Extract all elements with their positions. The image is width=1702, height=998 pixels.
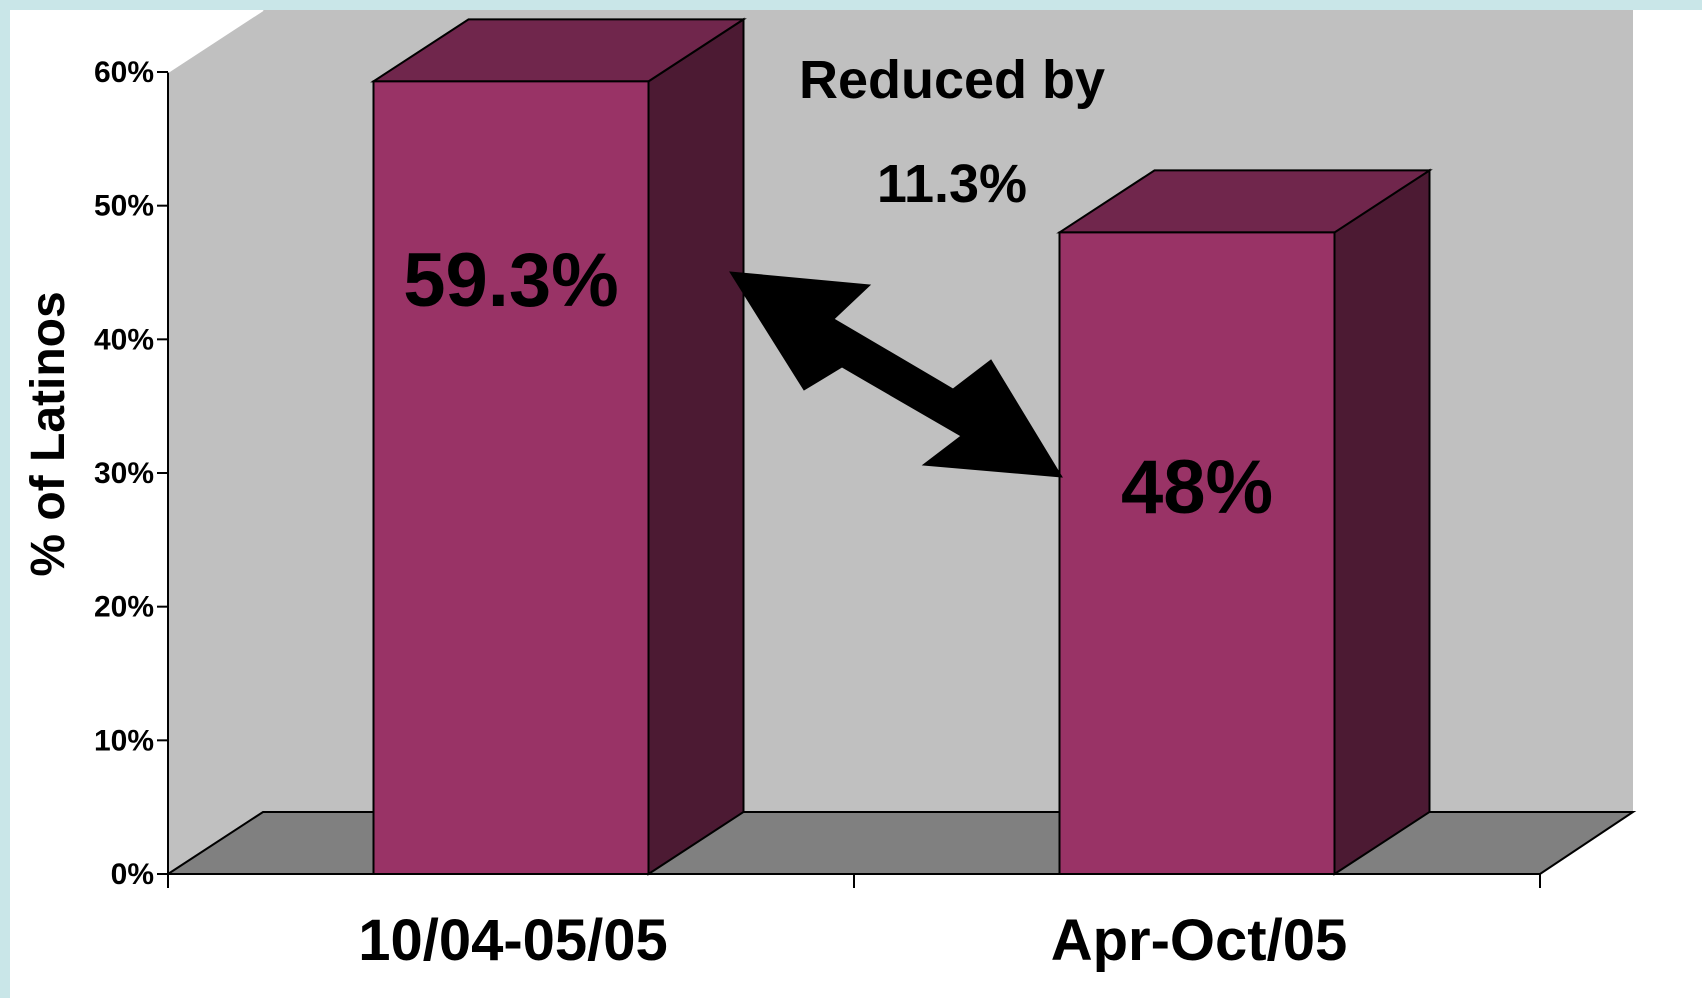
bars-layer xyxy=(370,17,1433,876)
double-arrow xyxy=(729,271,1063,478)
data-label-1: 59.3% xyxy=(403,238,619,323)
data-label-2: 48% xyxy=(1121,445,1273,530)
annotation-layer: Reduced by 11.3% xyxy=(729,50,1105,478)
x-category-label-2: Apr-Oct/05 xyxy=(1051,908,1348,973)
annotation-line-2: 11.3% xyxy=(877,154,1027,214)
y-tick-label: 40% xyxy=(94,323,154,356)
y-tick-label: 60% xyxy=(94,56,154,89)
y-axis-label: % of Latinos xyxy=(22,291,75,576)
y-tick-label: 50% xyxy=(94,190,154,223)
bar-1 xyxy=(372,80,650,875)
y-tick-label: 20% xyxy=(94,591,154,624)
y-tick-label: 10% xyxy=(94,724,154,757)
x-category-label-1: 10/04-05/05 xyxy=(358,908,668,973)
labels-layer: 59.3% 48% 10/04-05/05 Apr-Oct/05 xyxy=(358,238,1347,973)
bar-side-face xyxy=(1333,168,1431,876)
y-tick-label: 0% xyxy=(111,858,154,891)
annotation-line-1: Reduced by xyxy=(799,50,1105,110)
bar-side-face xyxy=(647,17,745,876)
wall-top-edge xyxy=(167,9,264,73)
y-tick-label: 30% xyxy=(94,457,154,490)
bar-2 xyxy=(1058,231,1336,875)
